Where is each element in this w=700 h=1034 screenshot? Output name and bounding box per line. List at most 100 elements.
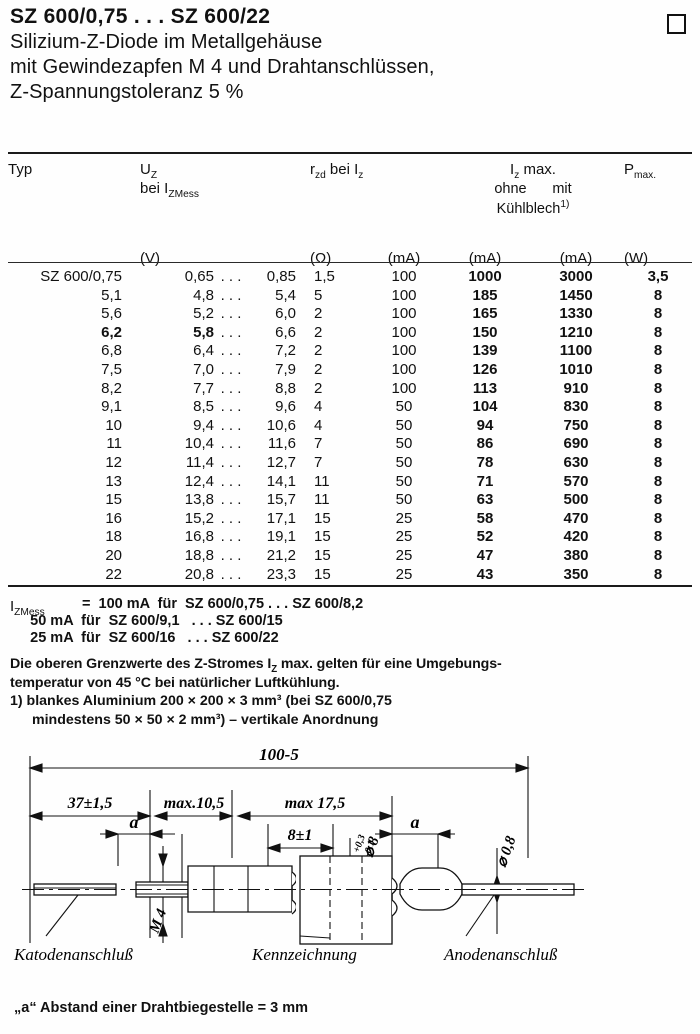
cell-ohne: 43: [476, 565, 494, 583]
cell-dots: . . .: [220, 528, 242, 546]
cell-pmax: 8: [653, 435, 663, 453]
cell-iz: 25: [395, 546, 413, 564]
cell-ohne: 78: [476, 453, 494, 471]
cell-pmax: 8: [653, 509, 663, 527]
unit-izmess: (mA): [387, 250, 421, 267]
cell-ohne: 113: [472, 379, 498, 397]
cell-pmax: 8: [653, 491, 663, 509]
table-header: Typ UZ bei IZMess rzd bei Iz Iz max. ohn…: [8, 160, 692, 268]
cell-dots: . . .: [220, 379, 242, 397]
cell-uz-min: 9,4: [193, 416, 214, 434]
cell-dots: . . .: [220, 546, 242, 564]
cell-dots: . . .: [220, 416, 242, 434]
cell-iz: 100: [391, 286, 417, 304]
cell-uz-min: 7,0: [193, 360, 214, 378]
cell-dots: . . .: [220, 398, 242, 416]
header-iz-max: Iz max. ohne mit Kühlblech1): [494, 161, 572, 217]
table-bottom-rule: [8, 585, 692, 587]
dia-body-label: ⌀ 8: [361, 834, 383, 859]
table-row: SZ 600/0,75 0,65 . . . 0,85 1,5 100 1000 3000 3,…: [8, 268, 692, 287]
cell-mit: 380: [563, 546, 589, 564]
table-row: 15 13,8 . . . 15,7 11 50 63 500 8: [8, 491, 692, 510]
dim-a-right-label: a: [411, 812, 420, 832]
cell-iz: 50: [395, 416, 413, 434]
cell-rzd: 1,5: [314, 268, 335, 285]
cell-mit: 1330: [559, 305, 593, 323]
dia-body-label-group: ⌀ 8 +0,3 -0,1: [351, 833, 383, 859]
cell-dots: . . .: [220, 565, 242, 583]
table-row: 20 18,8 . . . 21,2 15 25 47 380 8: [8, 547, 692, 566]
table-row: 6,8 6,4 . . . 7,2 2 100 139 1100 8: [8, 342, 692, 361]
diode-outline: [33, 855, 575, 945]
cell-ohne: 185: [472, 286, 498, 304]
cell-dots: . . .: [220, 435, 242, 453]
cell-dots: . . .: [220, 323, 242, 341]
table-row: 18 16,8 . . . 19,1 15 25 52 420 8: [8, 528, 692, 547]
mechanical-drawing: 100-5 37±1,5 max.10,5 max 17,5 8±1 a a M…: [13, 745, 586, 964]
cell-ohne: 47: [476, 546, 494, 564]
footnote-heatsink-line1: 1) blankes Aluminium 200 × 200 × 3 mm³ (…: [10, 693, 392, 709]
footnote-temperature-line2: temperatur von 45 °C bei natürlicher Luf…: [10, 674, 340, 691]
cell-uz-max: 21,2: [266, 546, 296, 564]
cell-typ: 11: [106, 435, 122, 453]
cell-pmax: 8: [653, 565, 663, 583]
cell-uz-max: 19,1: [266, 528, 296, 546]
cell-typ: 13: [105, 472, 122, 490]
cell-iz: 50: [395, 453, 413, 471]
description-line-3: Z-Spannungstoleranz 5 %: [10, 81, 244, 103]
footnote-izmess: IZMess = 100 mA für SZ 600/0,75 . . . SZ…: [10, 596, 363, 647]
cell-uz-max: 23,3: [266, 565, 296, 583]
dim-a-left-label: a: [130, 812, 139, 832]
cell-pmax: 8: [653, 305, 663, 323]
cell-mit: 3000: [559, 268, 593, 285]
cell-uz-min: 4,8: [193, 286, 214, 304]
dim-mid-label: max.10,5: [164, 795, 224, 812]
cell-uz-max: 0,85: [266, 268, 296, 285]
cell-uz-min: 5,2: [193, 305, 214, 323]
cell-dots: . . .: [220, 342, 242, 360]
cell-ohne: 150: [472, 323, 498, 341]
cell-typ: 8,2: [101, 379, 122, 397]
cell-ohne: 1000: [468, 268, 502, 285]
header-kuehlblech: Kühlblech: [496, 201, 561, 217]
unit-ohne: (mA): [468, 250, 502, 267]
cell-mit: 1010: [559, 360, 593, 378]
cell-rzd: 2: [314, 342, 323, 360]
cell-pmax: 8: [653, 398, 663, 416]
cell-dots: . . .: [220, 509, 242, 527]
page-title: SZ 600/0,75 . . . SZ 600/22: [10, 5, 271, 28]
cell-dots: . . .: [220, 286, 242, 304]
table-row: 9,1 8,5 . . . 9,6 4 50 104 830 8: [8, 398, 692, 417]
label-marking: Kennzeichnung: [251, 945, 357, 964]
cell-mit: 350: [563, 565, 589, 583]
cell-uz-min: 18,8: [184, 546, 214, 564]
cell-rzd: 2: [314, 379, 323, 397]
cell-uz-max: 17,1: [266, 509, 296, 527]
cell-mit: 1100: [559, 342, 593, 360]
cell-uz-min: 20,8: [184, 565, 214, 583]
cell-iz: 50: [395, 491, 413, 509]
header-pmax: Pmax.: [624, 161, 657, 181]
cell-typ: 18: [105, 528, 122, 546]
header-rzd: rzd bei Iz: [310, 161, 364, 181]
cell-mit: 500: [563, 491, 589, 509]
dim-right-label: max 17,5: [285, 795, 345, 812]
table-row: 5,6 5,2 . . . 6,0 2 100 165 1330 8: [8, 305, 692, 324]
cell-typ: 22: [105, 565, 122, 583]
thread-lines: [34, 884, 188, 895]
cell-pmax: 8: [653, 528, 663, 546]
description-line-1: Silizium-Z-Diode im Metallgehäuse: [10, 31, 323, 53]
footnote-izmess-values: = 100 mA für SZ 600/0,75 . . . SZ 600/8,…: [30, 596, 364, 646]
cell-rzd: 4: [314, 416, 323, 434]
cell-pmax: 8: [653, 379, 663, 397]
dim-total-label: 100-5: [259, 745, 299, 764]
cell-iz: 100: [391, 305, 417, 323]
cell-uz-min: 10,4: [184, 435, 214, 453]
cell-typ: 16: [105, 509, 122, 527]
cell-rzd: 2: [314, 323, 323, 341]
table-row: 12 11,4 . . . 12,7 7 50 78 630 8: [8, 454, 692, 473]
cell-iz: 50: [395, 398, 413, 416]
footnote-temperature: Die oberen Grenzwerte des Z-Stromes IZ m…: [10, 655, 694, 692]
cell-ohne: 71: [476, 472, 494, 490]
table-row: 13 12,4 . . . 14,1 11 50 71 570 8: [8, 473, 692, 492]
